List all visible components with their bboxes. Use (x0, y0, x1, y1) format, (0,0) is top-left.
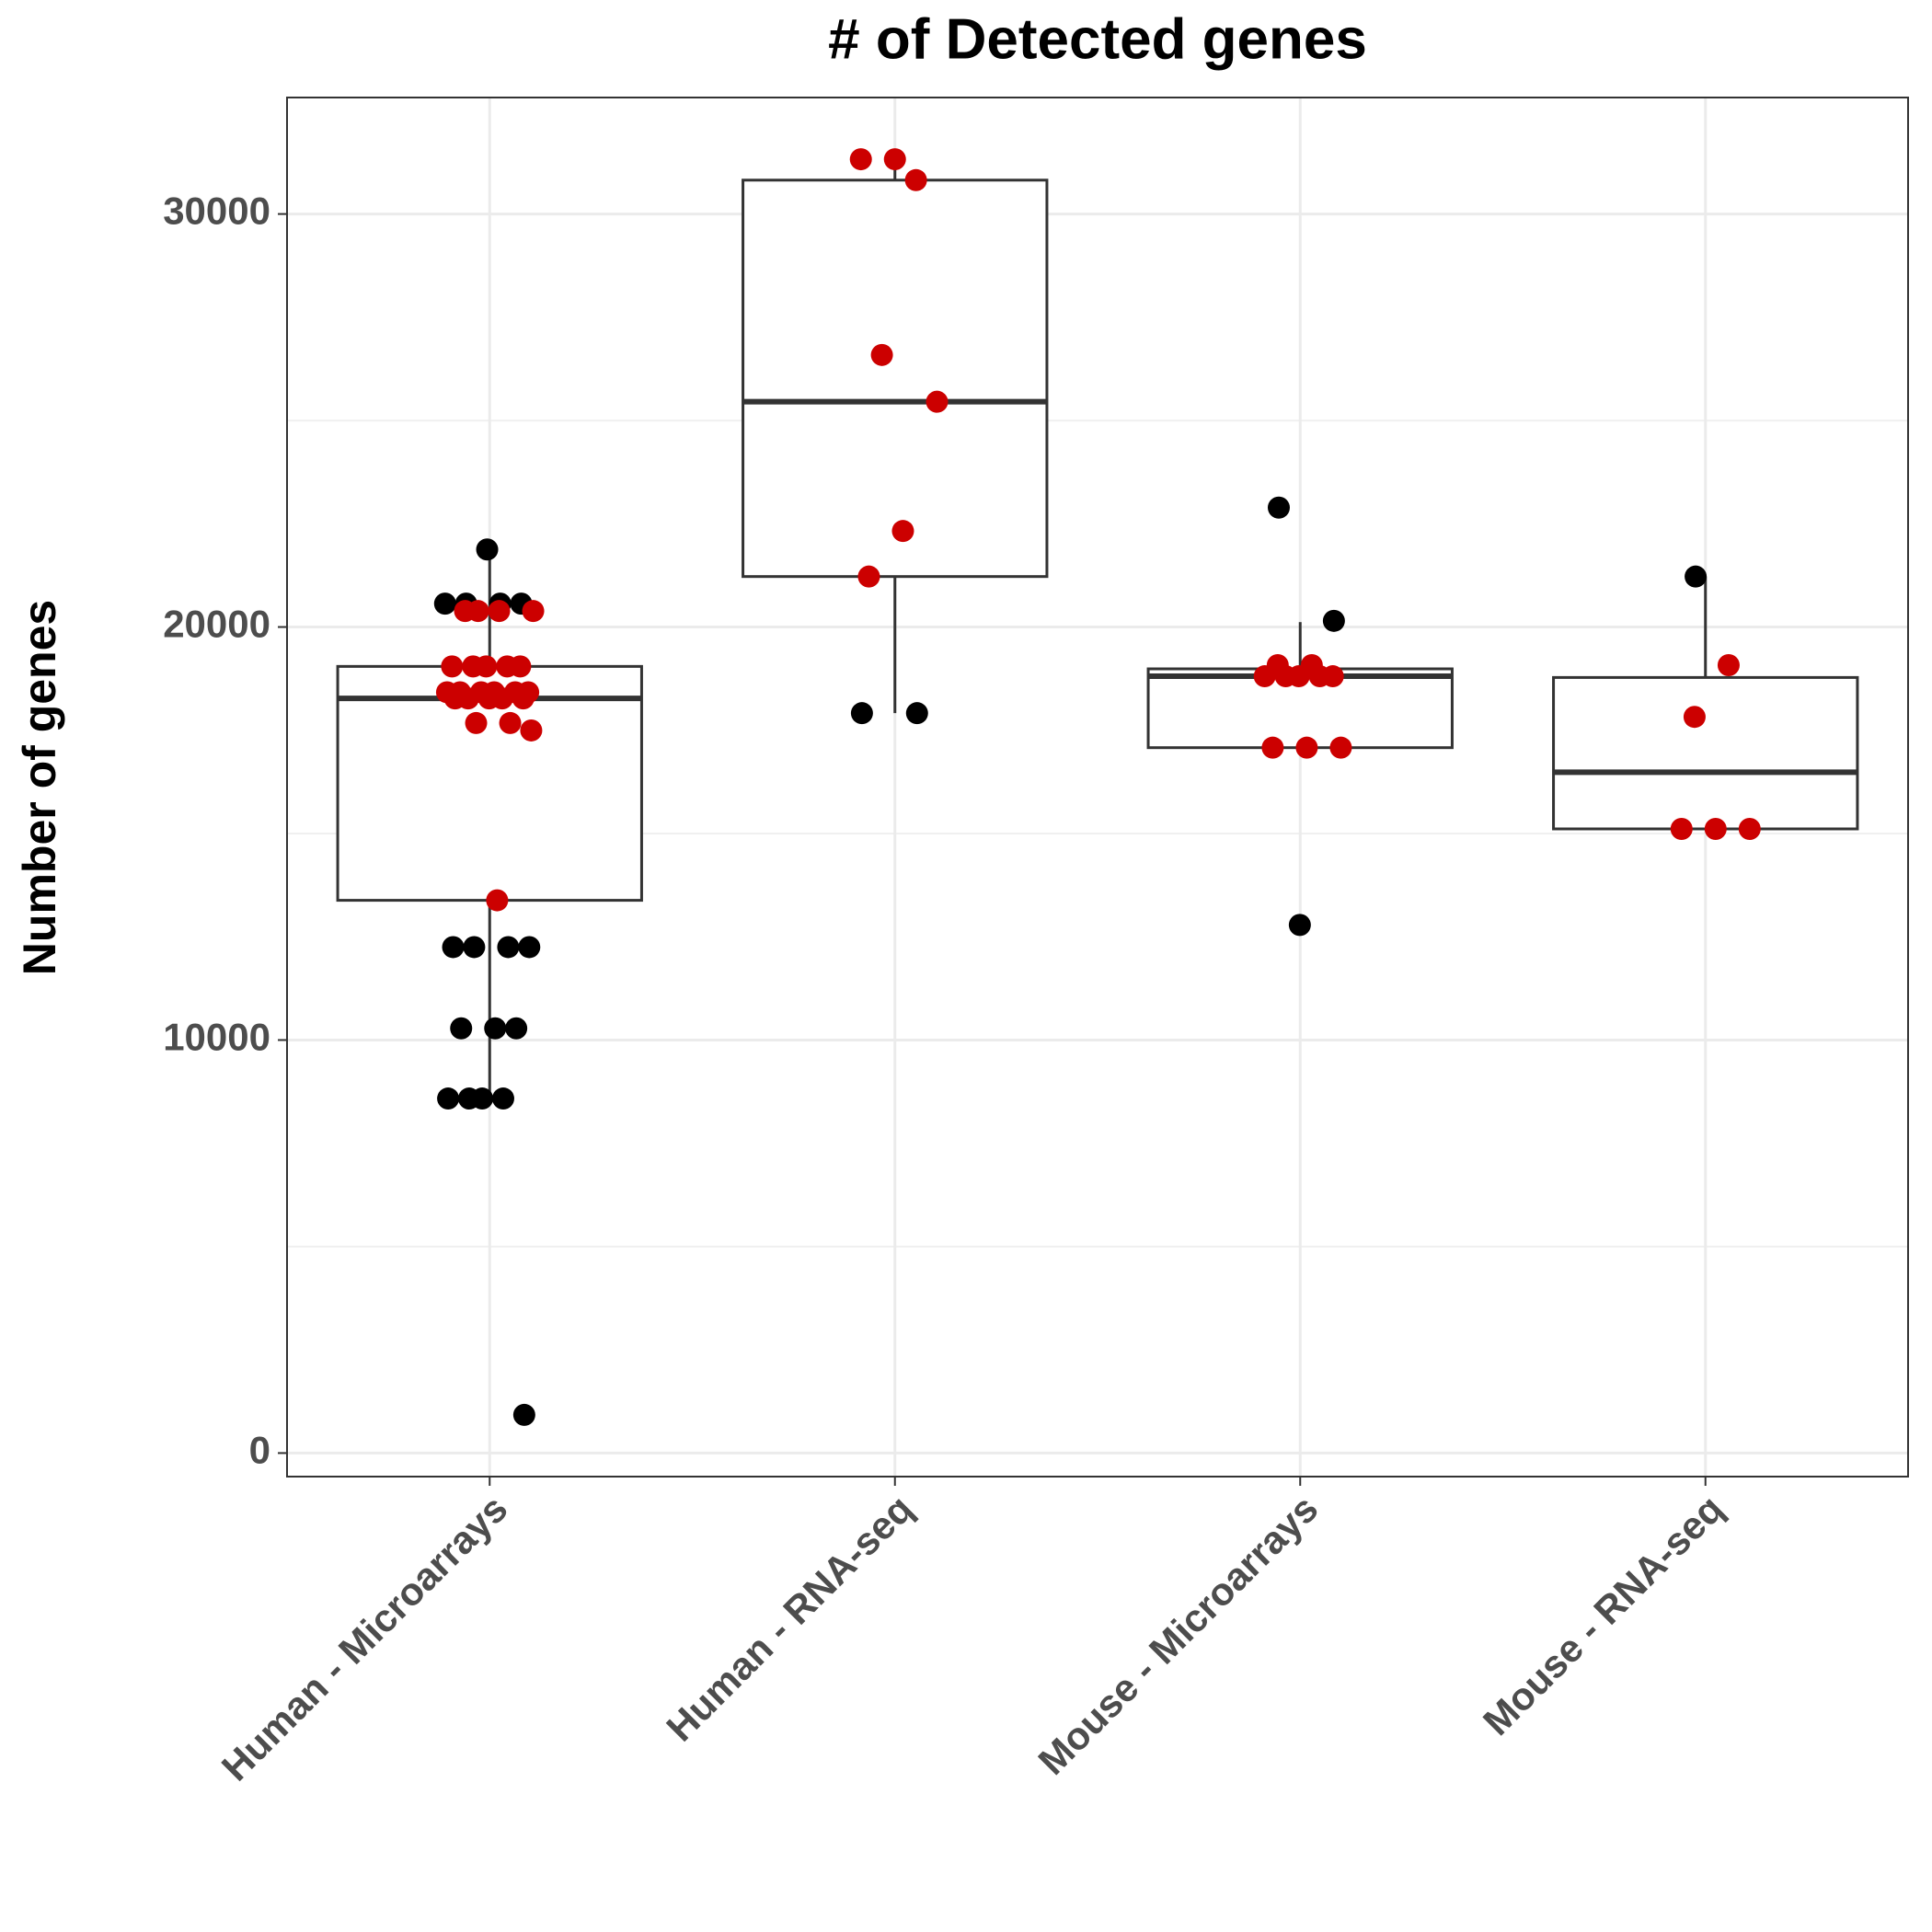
point (1288, 914, 1311, 937)
point (926, 390, 949, 413)
chart-title: # of Detected genes (828, 7, 1367, 71)
point (883, 148, 906, 171)
point (433, 592, 456, 615)
point (1322, 609, 1345, 632)
point (512, 687, 535, 710)
point (870, 343, 893, 366)
point (486, 889, 509, 912)
box (742, 178, 1049, 579)
y-tick-label: 30000 (163, 190, 270, 233)
y-tick-label: 0 (249, 1429, 270, 1472)
point (442, 936, 465, 959)
point (1738, 817, 1761, 840)
point (454, 600, 477, 623)
y-axis-label: Number of genes (14, 600, 65, 975)
point (850, 702, 873, 725)
point (1261, 736, 1284, 759)
point (1685, 565, 1708, 588)
point (484, 1017, 507, 1040)
point (499, 711, 522, 734)
point (457, 1087, 480, 1110)
point (1295, 736, 1318, 759)
point (522, 600, 545, 623)
point (1253, 665, 1276, 688)
point (488, 600, 511, 623)
point (512, 1403, 535, 1426)
point (505, 1017, 528, 1040)
point (462, 655, 485, 678)
plot-border (286, 97, 1909, 1478)
y-tick-label: 10000 (163, 1016, 270, 1059)
point (1670, 817, 1693, 840)
point (476, 538, 499, 561)
point (1329, 736, 1352, 759)
point (441, 655, 464, 678)
point (496, 655, 519, 678)
y-tick-label: 20000 (163, 603, 270, 646)
point (891, 520, 914, 543)
point (857, 565, 880, 588)
point (904, 168, 927, 191)
point (463, 936, 486, 959)
point (1704, 817, 1727, 840)
point (477, 687, 500, 710)
point (1717, 654, 1740, 677)
point (443, 687, 466, 710)
point (491, 1087, 514, 1110)
point (520, 719, 543, 742)
point (497, 936, 520, 959)
point (450, 1017, 473, 1040)
point (437, 1087, 460, 1110)
point (1274, 665, 1297, 688)
point (518, 936, 541, 959)
point (465, 711, 488, 734)
point (905, 702, 928, 725)
point (1683, 706, 1706, 729)
box (1552, 675, 1859, 831)
point (849, 148, 872, 171)
point (1308, 665, 1331, 688)
point (1267, 496, 1290, 519)
